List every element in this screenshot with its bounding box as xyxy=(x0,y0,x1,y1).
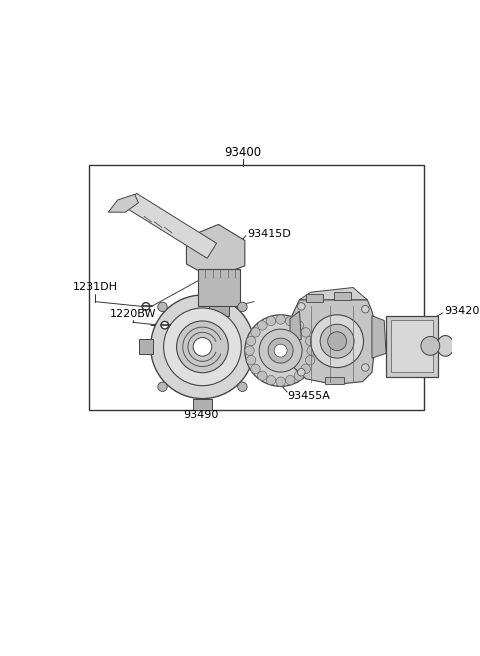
Circle shape xyxy=(193,337,212,356)
Circle shape xyxy=(266,316,276,326)
Text: 93415D: 93415D xyxy=(248,229,291,239)
Circle shape xyxy=(320,324,354,358)
Circle shape xyxy=(251,327,260,337)
Bar xyxy=(139,339,153,354)
Circle shape xyxy=(246,356,256,365)
Polygon shape xyxy=(372,316,386,358)
Circle shape xyxy=(328,332,347,350)
Circle shape xyxy=(245,346,254,356)
Circle shape xyxy=(311,315,363,367)
Polygon shape xyxy=(186,224,245,278)
Circle shape xyxy=(298,369,305,376)
Circle shape xyxy=(286,375,295,385)
Circle shape xyxy=(421,337,440,356)
Circle shape xyxy=(305,337,315,346)
Polygon shape xyxy=(122,194,216,258)
Polygon shape xyxy=(300,287,367,300)
Polygon shape xyxy=(198,269,240,306)
Circle shape xyxy=(294,371,303,380)
Polygon shape xyxy=(290,311,301,344)
Text: 1220BW: 1220BW xyxy=(109,308,156,319)
Circle shape xyxy=(161,321,168,329)
Text: 93490: 93490 xyxy=(183,410,218,420)
Circle shape xyxy=(274,344,287,357)
Polygon shape xyxy=(290,300,377,384)
Circle shape xyxy=(258,371,267,380)
Circle shape xyxy=(238,302,247,312)
Bar xyxy=(386,316,438,377)
Circle shape xyxy=(151,295,254,399)
Circle shape xyxy=(259,329,302,372)
Circle shape xyxy=(286,316,295,326)
Circle shape xyxy=(251,364,260,373)
Bar xyxy=(89,165,424,410)
Ellipse shape xyxy=(437,335,454,356)
Bar xyxy=(334,292,351,300)
Circle shape xyxy=(245,315,316,386)
Bar xyxy=(391,321,433,372)
Circle shape xyxy=(158,302,167,312)
Polygon shape xyxy=(209,306,229,316)
Circle shape xyxy=(276,315,285,324)
Text: 93400: 93400 xyxy=(224,146,262,159)
Circle shape xyxy=(305,356,315,365)
Circle shape xyxy=(301,327,311,337)
Circle shape xyxy=(164,308,241,386)
Bar xyxy=(325,377,344,384)
Circle shape xyxy=(158,382,167,392)
Circle shape xyxy=(276,377,285,386)
Text: 1231DH: 1231DH xyxy=(72,282,118,292)
Circle shape xyxy=(258,321,267,330)
Polygon shape xyxy=(108,194,138,212)
Circle shape xyxy=(298,302,305,310)
Circle shape xyxy=(268,338,293,363)
Circle shape xyxy=(361,306,369,313)
Text: 93455A: 93455A xyxy=(287,391,330,401)
Circle shape xyxy=(142,302,150,310)
Circle shape xyxy=(266,375,276,385)
Circle shape xyxy=(177,321,228,373)
Circle shape xyxy=(238,382,247,392)
Circle shape xyxy=(361,364,369,371)
Circle shape xyxy=(307,346,316,356)
Bar xyxy=(306,294,323,302)
Bar xyxy=(193,399,212,410)
Text: 93420: 93420 xyxy=(444,306,480,316)
Circle shape xyxy=(294,321,303,330)
Circle shape xyxy=(301,364,311,373)
Circle shape xyxy=(246,337,256,346)
